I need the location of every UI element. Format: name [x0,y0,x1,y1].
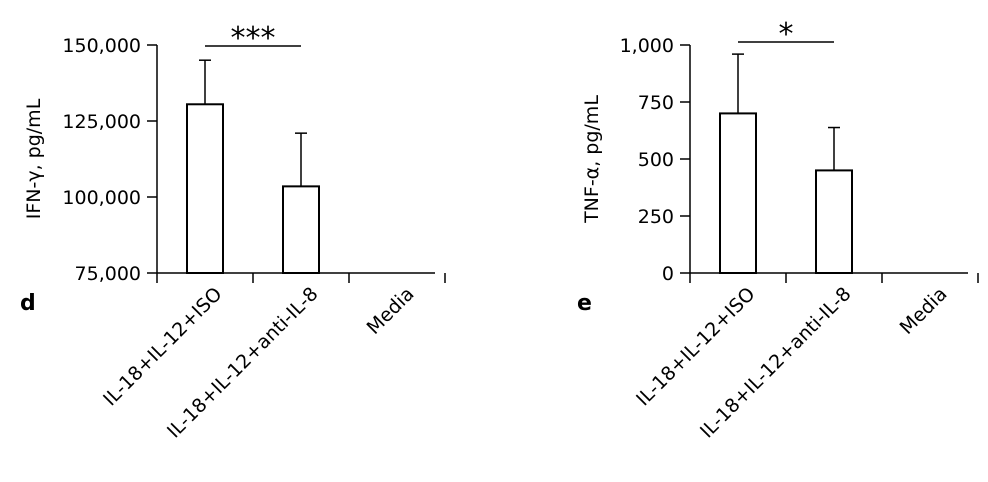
x-category-label: Media [896,283,952,339]
y-tick-label: 1,000 [620,35,674,57]
x-category-label: Media [363,283,419,339]
y-tick-label: 125,000 [62,111,141,133]
y-axis-label: IFN-γ, pg/mL [23,98,45,219]
bar [719,112,757,275]
y-tick-label: 150,000 [62,35,141,57]
panel-letter: e [577,291,592,316]
y-tick-label: 750 [638,92,674,114]
y-tick-label: 100,000 [62,187,141,209]
significance-label: * [779,17,794,52]
chart-panel-d: 75,000100,000125,000150,000IL-18+IL-12+I… [20,21,446,443]
bar [186,103,224,274]
significance-label: *** [231,21,276,56]
bar [282,185,320,274]
bar [815,169,853,274]
y-tick-label: 500 [638,149,674,171]
y-axis-label: TNF-α, pg/mL [581,95,603,224]
y-tick-label: 0 [662,263,674,285]
chart-panel-e: 02505007501,000IL-18+IL-12+ISOIL-18+IL-1… [577,17,979,443]
y-tick-label: 75,000 [75,263,141,285]
y-tick-label: 250 [638,206,674,228]
panel-letter: d [20,291,36,316]
